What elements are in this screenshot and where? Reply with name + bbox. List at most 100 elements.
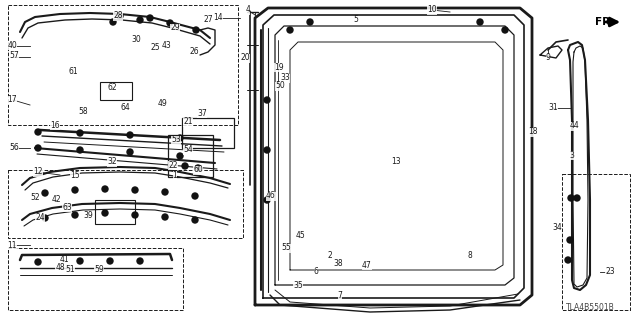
Text: 49: 49 — [158, 99, 168, 108]
Text: 40: 40 — [7, 41, 17, 50]
Circle shape — [193, 27, 199, 33]
Text: 8: 8 — [468, 252, 472, 260]
Circle shape — [177, 153, 183, 159]
Circle shape — [102, 210, 108, 216]
Text: 45: 45 — [296, 230, 306, 239]
Text: 10: 10 — [427, 5, 437, 14]
Circle shape — [77, 147, 83, 153]
Circle shape — [35, 145, 41, 151]
Text: 23: 23 — [605, 268, 615, 276]
Circle shape — [77, 130, 83, 136]
Circle shape — [574, 195, 580, 201]
Text: 28: 28 — [113, 12, 123, 20]
Text: 4: 4 — [246, 5, 250, 14]
Circle shape — [107, 258, 113, 264]
Text: 34: 34 — [552, 223, 562, 233]
Text: 32: 32 — [107, 157, 117, 166]
Circle shape — [477, 19, 483, 25]
Text: 57: 57 — [9, 52, 19, 60]
Text: 30: 30 — [131, 36, 141, 44]
Text: 37: 37 — [197, 108, 207, 117]
Circle shape — [132, 187, 138, 193]
Text: 7: 7 — [337, 291, 342, 300]
Circle shape — [72, 212, 78, 218]
Text: 58: 58 — [78, 108, 88, 116]
Text: 5: 5 — [353, 15, 358, 25]
Text: 33: 33 — [280, 74, 290, 83]
Circle shape — [264, 197, 270, 203]
Text: 56: 56 — [9, 143, 19, 153]
Text: 54: 54 — [183, 146, 193, 155]
Text: 44: 44 — [569, 122, 579, 131]
Text: 52: 52 — [30, 193, 40, 202]
Text: 17: 17 — [7, 95, 17, 105]
Text: 55: 55 — [281, 244, 291, 252]
Text: 27: 27 — [203, 15, 213, 25]
Text: 42: 42 — [51, 196, 61, 204]
Circle shape — [137, 17, 143, 23]
Text: 48: 48 — [55, 263, 65, 273]
Text: 13: 13 — [391, 157, 401, 166]
Bar — [100, 82, 132, 100]
Text: 51: 51 — [65, 266, 75, 275]
Text: 25: 25 — [150, 44, 160, 52]
Text: 19: 19 — [274, 62, 284, 71]
Text: 20: 20 — [240, 53, 250, 62]
Text: 53: 53 — [171, 135, 181, 145]
Circle shape — [117, 13, 123, 19]
Text: 63: 63 — [62, 203, 72, 212]
Circle shape — [287, 27, 293, 33]
Text: 50: 50 — [275, 82, 285, 91]
Bar — [8, 248, 183, 310]
Bar — [168, 135, 213, 177]
Circle shape — [192, 193, 198, 199]
Text: 64: 64 — [120, 102, 130, 111]
Circle shape — [177, 135, 183, 141]
Text: 3: 3 — [570, 150, 575, 159]
Circle shape — [132, 212, 138, 218]
Circle shape — [264, 147, 270, 153]
Text: 2: 2 — [328, 251, 332, 260]
Text: 46: 46 — [266, 191, 276, 201]
Circle shape — [110, 19, 116, 25]
Text: 31: 31 — [548, 103, 558, 113]
Text: TLA4B5501B: TLA4B5501B — [566, 303, 614, 312]
Bar — [8, 170, 243, 238]
Bar — [8, 5, 238, 125]
Circle shape — [264, 97, 270, 103]
Text: 39: 39 — [83, 211, 93, 220]
Bar — [562, 174, 630, 310]
Circle shape — [42, 190, 48, 196]
Circle shape — [192, 217, 198, 223]
Circle shape — [568, 195, 574, 201]
Text: 62: 62 — [107, 84, 117, 92]
Text: 1: 1 — [173, 171, 177, 180]
Text: 29: 29 — [170, 23, 180, 33]
Circle shape — [77, 258, 83, 264]
Circle shape — [72, 187, 78, 193]
Text: 18: 18 — [528, 127, 538, 137]
Text: 38: 38 — [333, 259, 343, 268]
Text: 60: 60 — [193, 165, 203, 174]
Bar — [95, 200, 135, 224]
Text: 11: 11 — [7, 241, 17, 250]
Circle shape — [35, 129, 41, 135]
Bar — [182, 118, 234, 148]
Text: 26: 26 — [189, 47, 199, 57]
Circle shape — [167, 20, 173, 26]
Circle shape — [567, 237, 573, 243]
Circle shape — [147, 15, 153, 21]
Text: 41: 41 — [59, 255, 69, 265]
Circle shape — [307, 19, 313, 25]
Circle shape — [162, 189, 168, 195]
Text: 59: 59 — [94, 266, 104, 275]
Circle shape — [127, 132, 133, 138]
Circle shape — [137, 258, 143, 264]
Circle shape — [35, 259, 41, 265]
Circle shape — [102, 186, 108, 192]
Text: 43: 43 — [162, 41, 172, 50]
Circle shape — [195, 165, 201, 171]
Text: 12: 12 — [33, 167, 43, 177]
Text: 16: 16 — [50, 121, 60, 130]
Text: 61: 61 — [68, 68, 78, 76]
